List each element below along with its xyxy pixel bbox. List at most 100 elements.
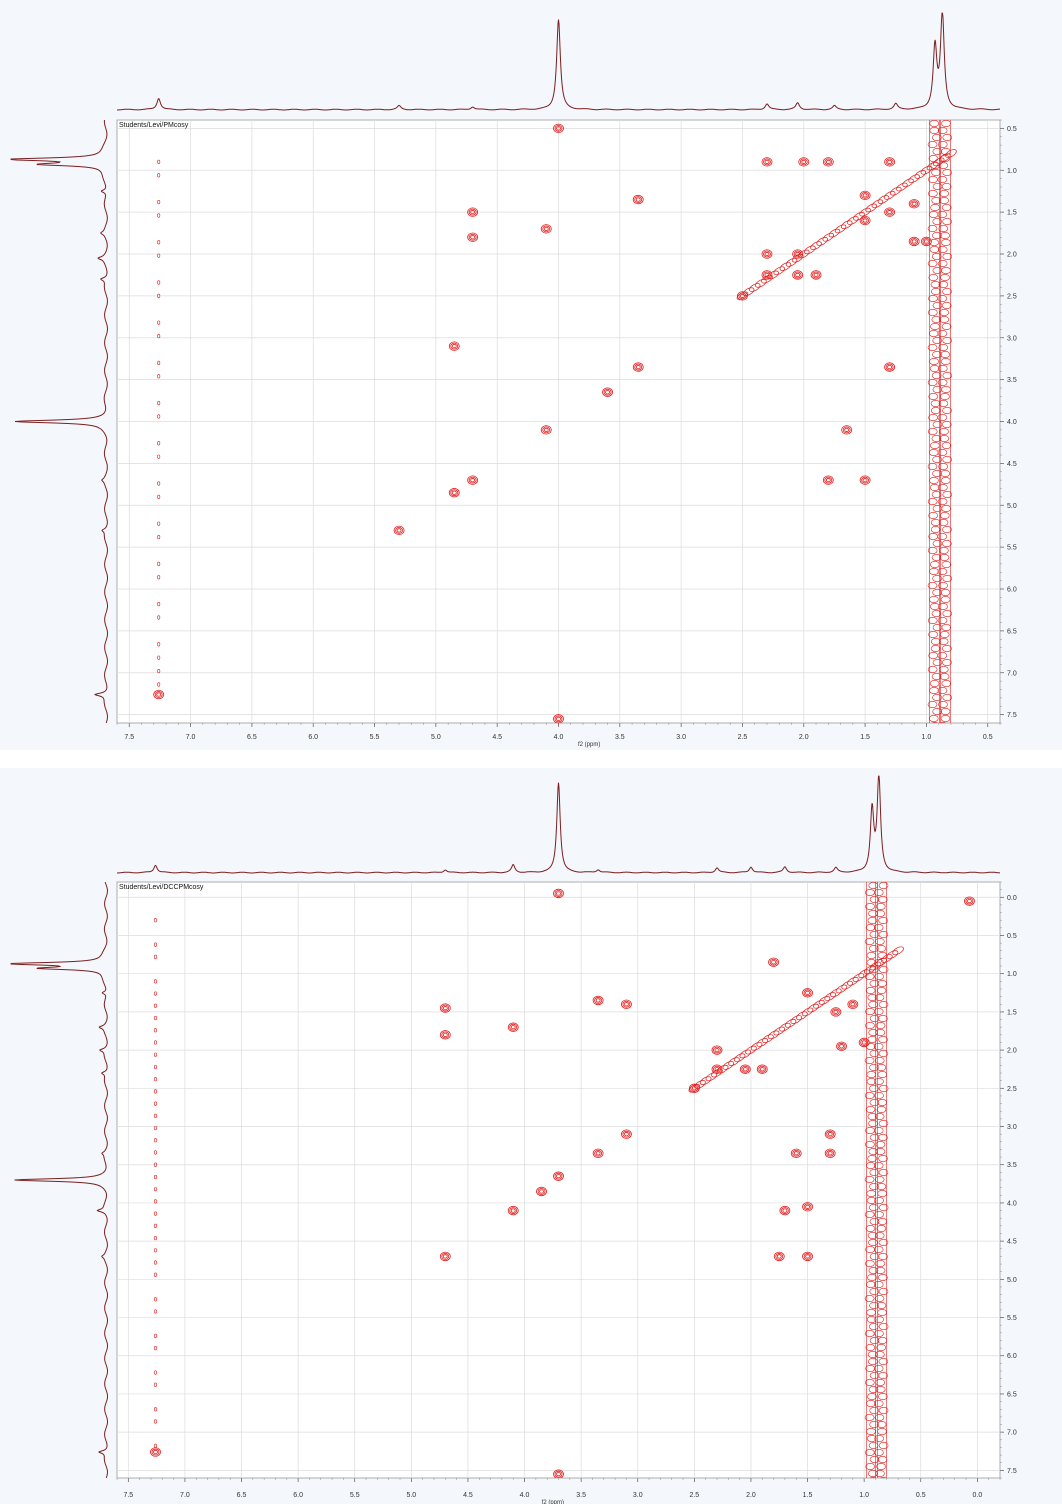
cross-peak-contour (847, 999, 859, 1009)
diagonal-contour (767, 1030, 780, 1040)
streak-contour (153, 1419, 157, 1424)
cross-peak-contour (805, 1204, 810, 1209)
cross-peak-contour (153, 1449, 158, 1455)
streak-contour (153, 1187, 157, 1192)
vertical-noise-contour (937, 294, 948, 302)
cross-peak-contour (884, 362, 896, 372)
diagonal-contour (892, 946, 904, 956)
x-tick-label: 7.5 (123, 1492, 133, 1499)
cross-peak-contour (507, 1022, 519, 1032)
vertical-noise-contour (937, 329, 948, 337)
vertical-noise-contour (940, 350, 950, 358)
y-tick-label: 6.5 (1007, 1391, 1017, 1398)
vertical-noise-contour (865, 986, 876, 994)
vertical-noise-contour (874, 1414, 885, 1422)
cross-peak-contour (542, 426, 551, 434)
vertical-noise-contour (927, 259, 938, 267)
vertical-noise-contour (868, 1386, 879, 1394)
cross-peak-contour (556, 716, 561, 721)
cross-peak-contour (910, 238, 919, 245)
cross-peak-contour (451, 490, 457, 495)
streak-contour (157, 561, 161, 566)
y-tick-label: 5.0 (1007, 1277, 1017, 1284)
cross-peak-contour (860, 1039, 869, 1046)
vertical-noise-contour (875, 937, 885, 945)
vertical-noise-contour (942, 169, 952, 177)
cross-peak-contour (775, 1253, 784, 1260)
contour-layer (153, 120, 957, 723)
vertical-noise-contour (927, 616, 938, 624)
cross-peak-contour (781, 1207, 789, 1214)
vertical-noise-contour (867, 1470, 878, 1478)
vertical-noise-contour (942, 693, 953, 701)
vertical-noise-contour (878, 965, 889, 973)
x-tick-label: 4.0 (554, 734, 564, 741)
cross-peak-contour (827, 1132, 833, 1137)
diagonal-contour (756, 1038, 769, 1047)
vertical-noise-contour (877, 895, 888, 903)
cross-peak-contour (861, 1040, 867, 1045)
vertical-noise-contour (876, 1344, 886, 1352)
vertical-noise-contour (874, 1113, 885, 1121)
y-tick-label: 3.5 (1007, 1162, 1017, 1169)
plot-frame (116, 881, 1001, 1479)
y-tick-label: 4.0 (1007, 1200, 1017, 1207)
vertical-noise-contour (865, 902, 875, 910)
vertical-noise-contour (932, 658, 943, 666)
vertical-noise-contour (927, 546, 938, 554)
streak-contour (157, 333, 161, 339)
streak-contour (153, 1297, 157, 1302)
vertical-noise-contour (867, 1435, 877, 1443)
streak-contour (157, 320, 161, 325)
vertical-noise-contour (874, 1449, 884, 1457)
cross-peak-contour (739, 1064, 751, 1074)
cross-peak-contour (911, 239, 917, 244)
vertical-noise-contour (867, 1155, 877, 1163)
vertical-noise-contour (942, 490, 953, 498)
vertical-noise-contour (865, 1246, 875, 1254)
vertical-noise-contour (878, 882, 889, 889)
cross-peak-contour (885, 363, 894, 371)
cross-peak-contour (825, 159, 831, 164)
cross-peak-contour (740, 293, 745, 298)
cross-peak-contour (862, 218, 868, 223)
diagonal-contour (828, 228, 841, 238)
cross-peak-contour (441, 1253, 450, 1260)
x-tick-label: 2.5 (689, 1492, 699, 1499)
cross-peak-contour (761, 157, 773, 167)
vertical-noise-contour (932, 134, 942, 142)
vertical-noise-contour (937, 246, 948, 254)
vertical-noise-contour (939, 315, 950, 323)
vertical-noise-contour (878, 1239, 889, 1247)
vertical-noise-contour (873, 1162, 884, 1170)
diagonal-contour (869, 961, 882, 971)
cross-peak-contour (810, 270, 822, 280)
streak-contour (153, 1333, 157, 1338)
vertical-noise-contour (937, 364, 948, 372)
cross-peak-contour (922, 238, 931, 245)
cross-peak-contour (635, 197, 641, 202)
x-tick-label: 4.5 (463, 1492, 473, 1499)
cross-peak-contour (763, 158, 771, 166)
vertical-noise-contour (941, 183, 952, 191)
cross-peak-contour (802, 1202, 813, 1212)
cross-peak-contour (442, 1032, 448, 1037)
diagonal-contour (824, 992, 836, 1001)
vertical-noise-contour (942, 539, 952, 547)
vertical-noise-contour (876, 1302, 887, 1310)
vertical-noise-contour (874, 1435, 884, 1443)
vertical-noise-contour (927, 462, 938, 470)
vertical-noise-contour (875, 1141, 886, 1149)
diagonal-contour (852, 973, 865, 982)
y-tick-label: 5.5 (1007, 545, 1017, 552)
cross-peak-contour (822, 475, 834, 485)
cross-peak-contour (799, 158, 808, 166)
streak-contour (157, 454, 161, 459)
streak-contour (157, 173, 161, 178)
cross-peak-contour (553, 123, 564, 134)
diagonal-contour (694, 1080, 706, 1089)
vertical-noise-contour (932, 148, 943, 156)
cross-peak-contour (805, 1254, 810, 1259)
vertical-noise-contour (875, 1148, 886, 1156)
cross-peak-contour (884, 157, 896, 167)
